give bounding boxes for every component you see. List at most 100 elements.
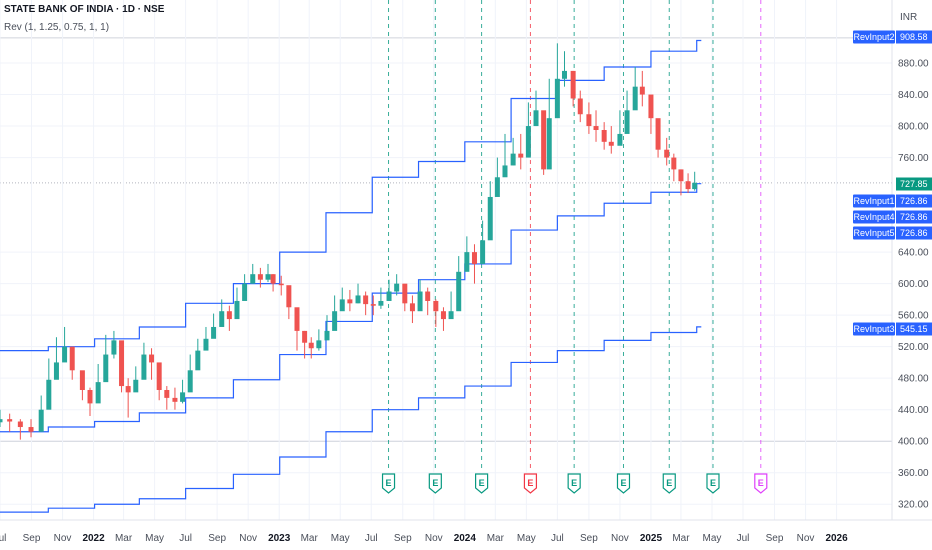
candle-body (17, 421, 23, 428)
candle-body (510, 153, 516, 166)
candle-body (0, 419, 3, 423)
candle-body (440, 311, 446, 320)
candle-body (518, 153, 524, 158)
candle-body (111, 340, 117, 355)
candle-body (278, 283, 284, 286)
earnings-marker (754, 473, 768, 494)
candle-body (28, 427, 34, 432)
candle-body (286, 285, 292, 308)
level-name-tag (853, 210, 895, 224)
x-tick-label: Jul (0, 533, 6, 544)
candle-body (257, 274, 263, 280)
earnings-marker (567, 473, 581, 494)
level-value-tag (896, 210, 932, 224)
y-tick-label: 360.00 (898, 468, 929, 479)
candle-body (448, 311, 454, 320)
time-axis[interactable]: Jul Sep Nov 2022 Mar May Jul Sep Nov 2023 Mar May Ju… (0, 533, 848, 544)
earnings-marker-label: E (758, 478, 764, 488)
candle-body (308, 342, 314, 349)
level-value-tag (896, 194, 932, 208)
candle-body (655, 118, 661, 150)
candle-body (664, 149, 670, 158)
last-price-label: 727.85 (900, 179, 928, 189)
candle-body (409, 303, 415, 312)
level-value-tag (896, 30, 932, 44)
candle-body (593, 126, 599, 130)
candle-body (180, 392, 186, 402)
y-tick-label: 640.00 (898, 248, 929, 259)
candle-body (417, 291, 423, 312)
x-tick-label: May (517, 533, 536, 544)
level-name-label: RevInput2 (853, 32, 894, 42)
candle-body (347, 299, 353, 304)
level-value-tag (896, 226, 932, 240)
candle-body (270, 274, 276, 284)
y-tick-label: 400.00 (898, 437, 929, 448)
x-tick-label: Nov (54, 533, 72, 544)
level-line-revinput3 (0, 326, 702, 513)
earnings-marker-label: E (710, 478, 716, 488)
candle-body (456, 271, 462, 312)
candle-body (586, 114, 592, 127)
candle-body (433, 300, 439, 312)
x-tick-label: May (703, 533, 722, 544)
level-name-label: RevInput4 (853, 212, 894, 222)
x-tick-label: Sep (394, 533, 412, 544)
candle-body (141, 354, 147, 380)
candle-body (561, 70, 567, 79)
x-tick-label: Sep (766, 533, 784, 544)
candle-body (378, 300, 384, 306)
earnings-marker-label: E (571, 478, 577, 488)
candle-body (294, 307, 300, 331)
candle-body (480, 240, 486, 264)
y-tick-label: 520.00 (898, 342, 929, 353)
earnings-marker (428, 473, 442, 494)
x-tick-label: Mar (487, 533, 505, 544)
price-axis[interactable]: 320.00 360.00 400.00 440.00 480.00 520.00 560.… (898, 59, 929, 511)
x-tick-label: Jul (179, 533, 192, 544)
y-tick-label: 560.00 (898, 311, 929, 322)
candle-body (632, 86, 638, 111)
candle-body (648, 94, 654, 119)
earnings-marker-label: E (620, 478, 626, 488)
candle-body (671, 157, 677, 170)
x-tick-label: Mar (115, 533, 133, 544)
candle-body (234, 300, 240, 320)
earnings-marker (662, 473, 676, 494)
earnings-marker (523, 473, 538, 494)
candle-body (149, 354, 155, 363)
level-name-label: RevInput3 (853, 324, 894, 334)
y-tick-label: 480.00 (898, 374, 929, 385)
candle-body (533, 110, 539, 127)
candle-body (487, 196, 493, 241)
x-tick-label: Nov (239, 533, 257, 544)
chart-grid (0, 0, 892, 520)
currency-label: INR (900, 12, 917, 23)
price-axis-labels: RevInput2 908.58 727.85 RevInput1 726.86 RevI… (853, 30, 932, 336)
level-value-label: 908.58 (900, 32, 928, 42)
earnings-marker-label: E (527, 478, 533, 488)
x-tick-label: Jul (551, 533, 564, 544)
candle-body (464, 252, 470, 272)
x-tick-label: May (331, 533, 350, 544)
candle-body (187, 370, 193, 393)
candle-body (125, 386, 131, 393)
candle-body (608, 141, 614, 146)
candle-body (302, 330, 308, 343)
x-tick-label: Sep (23, 533, 41, 544)
y-tick-label: 800.00 (898, 122, 929, 133)
level-name-tag (853, 226, 895, 240)
candle-body (211, 326, 217, 339)
indicator-legend[interactable]: Rev (1, 1.25, 0.75, 1, 1) (4, 22, 110, 33)
x-tick-label: Nov (611, 533, 629, 544)
candle-body (250, 274, 256, 284)
candle-body (164, 390, 170, 398)
revenue-level-lines (0, 39, 702, 513)
x-tick-label: Jul (365, 533, 378, 544)
candle-body (402, 283, 408, 304)
candle-body (324, 330, 330, 341)
earnings-marker-label: E (386, 478, 392, 488)
x-tick-label: 2025 (640, 533, 663, 544)
candle-body (38, 409, 44, 432)
